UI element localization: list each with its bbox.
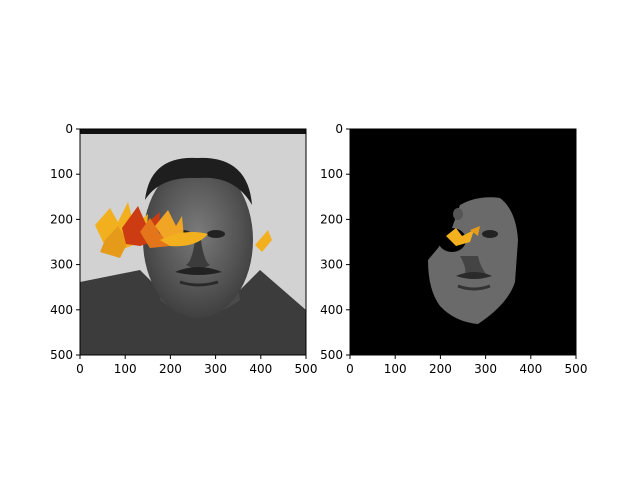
y-tick-label: 400 [50, 303, 73, 317]
x-tick-label: 100 [114, 362, 137, 376]
x-tick-label: 300 [204, 362, 227, 376]
y-tick-label: 300 [320, 258, 343, 272]
x-tick-label: 200 [429, 362, 452, 376]
x-tick-label: 400 [249, 362, 272, 376]
y-tick-label: 0 [335, 122, 343, 136]
x-tick-label: 0 [346, 362, 354, 376]
y-tick-label: 200 [320, 212, 343, 226]
y-tick-label: 100 [320, 167, 343, 181]
autumn-leaves-overlay [95, 202, 272, 258]
y-tick-label: 300 [50, 258, 73, 272]
right-image-panel [349, 128, 577, 356]
right-image [350, 129, 576, 355]
x-tick-label: 500 [565, 362, 588, 376]
y-tick-label: 500 [320, 348, 343, 362]
x-tick-label: 100 [384, 362, 407, 376]
x-tick-label: 300 [474, 362, 497, 376]
x-tick-label: 500 [295, 362, 318, 376]
x-tick-label: 400 [519, 362, 542, 376]
left-image [80, 129, 306, 355]
y-tick-label: 100 [50, 167, 73, 181]
y-tick-label: 200 [50, 212, 73, 226]
y-tick-label: 400 [320, 303, 343, 317]
x-tick-label: 0 [76, 362, 84, 376]
y-tick-label: 0 [65, 122, 73, 136]
x-tick-label: 200 [159, 362, 182, 376]
left-image-panel [79, 128, 307, 356]
y-tick-label: 500 [50, 348, 73, 362]
